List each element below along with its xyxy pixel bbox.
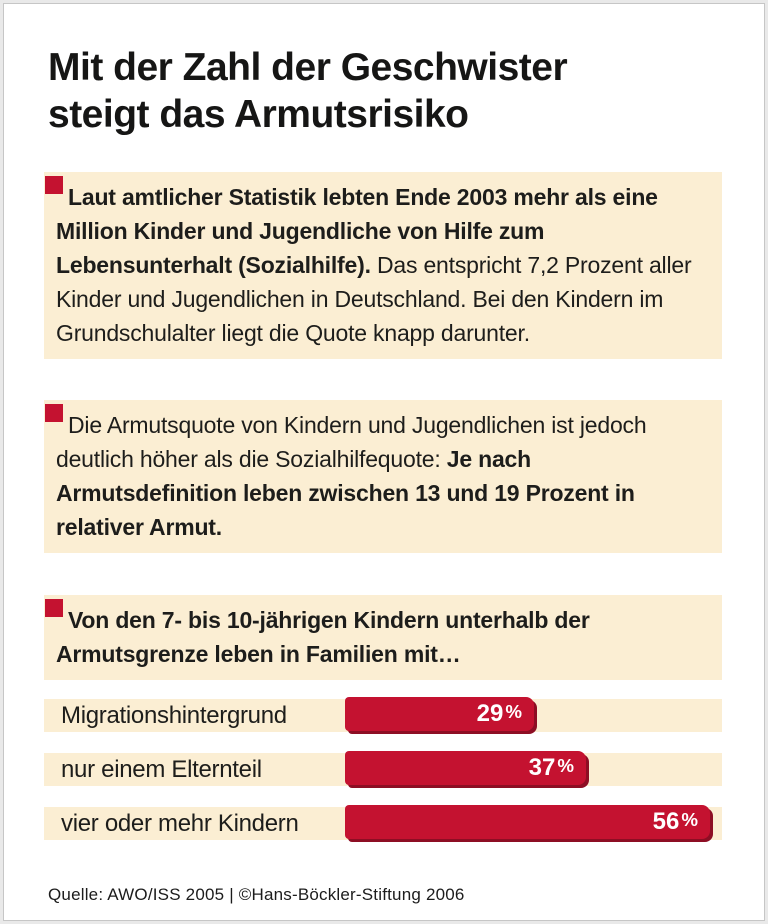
bullet-square-icon [45, 176, 63, 194]
bar: 37% [345, 751, 586, 785]
bar-row: vier oder mehr Kindern 56% [44, 805, 722, 840]
text-segment: Von den 7- bis 10-jährigen Kindern unter… [56, 607, 590, 667]
bar-row: nur einem Elternteil 37% [44, 751, 722, 786]
text-segment: Das entspricht 7,2 Prozent aller Kinder … [56, 252, 692, 346]
text-block-body: Von den 7- bis 10-jährigen Kindern unter… [56, 603, 706, 671]
bar-category-label: vier oder mehr Kindern [61, 810, 299, 837]
bar-category-label: nur einem Elternteil [61, 756, 262, 783]
bar-value-label: 56 [652, 808, 680, 835]
percent-sign-label: % [505, 701, 522, 722]
bar-chart: Migrationshintergrund 29% nur einem Elte… [44, 697, 722, 840]
bar-value-label: 37 [528, 754, 556, 781]
bar: 56% [345, 805, 710, 839]
source-line: Quelle: AWO/ISS 2005 | ©Hans-Böckler-Sti… [48, 885, 465, 904]
page-title: Mit der Zahl der Geschwister steigt das … [48, 46, 568, 136]
bar-category-label: Migrationshintergrund [61, 702, 287, 729]
text-segment: Die Armutsquote von Kindern und Jugendli… [56, 412, 647, 472]
text-block: Laut amtlicher Statistik lebten Ende 200… [44, 172, 722, 359]
text-block: Von den 7- bis 10-jährigen Kindern unter… [44, 595, 722, 680]
text-blocks: Laut amtlicher Statistik lebten Ende 200… [44, 172, 722, 680]
text-segment: Je nach Armutsdefinition leben zwischen … [56, 446, 635, 540]
bullet-square-icon [45, 599, 63, 617]
bar-value-label: 29 [476, 700, 504, 727]
bullet-square-icon [45, 404, 63, 422]
percent-sign-label: % [557, 755, 574, 776]
text-block: Die Armutsquote von Kindern und Jugendli… [44, 400, 722, 553]
percent-sign-label: % [681, 809, 698, 830]
infographic-panel: Mit der Zahl der Geschwister steigt das … [3, 3, 765, 921]
text-segment: Laut amtlicher Statistik lebten Ende 200… [56, 184, 658, 278]
text-block-body: Laut amtlicher Statistik lebten Ende 200… [56, 180, 706, 350]
bar: 29% [345, 697, 534, 731]
bar-row: Migrationshintergrund 29% [44, 697, 722, 732]
text-block-body: Die Armutsquote von Kindern und Jugendli… [56, 408, 706, 544]
